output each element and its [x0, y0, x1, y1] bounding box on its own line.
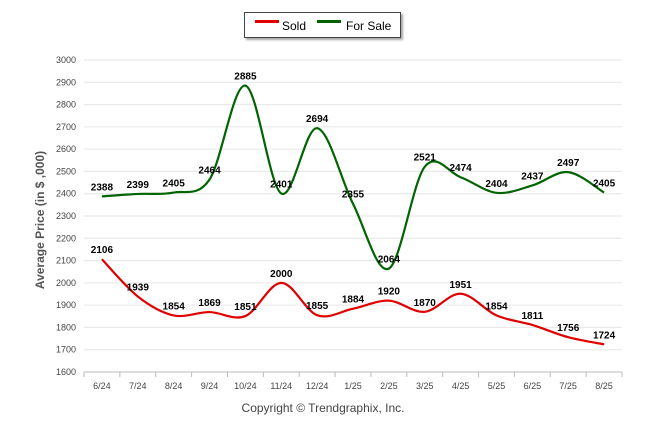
data-label-sold: 1870 [414, 298, 437, 309]
legend-label-sold: Sold [282, 19, 307, 33]
legend: Sold For Sale [244, 12, 401, 38]
data-label-for-sale: 2064 [378, 255, 401, 266]
x-tick-label: 7/25 [559, 381, 577, 391]
x-tick-label: 8/25 [595, 381, 613, 391]
y-tick-label: 3000 [56, 55, 76, 65]
legend-label-for-sale: For Sale [346, 19, 392, 33]
gridlines [84, 59, 622, 373]
data-label-sold: 1851 [234, 302, 257, 313]
series-lines [101, 84, 605, 346]
axes [83, 371, 623, 377]
data-label-sold: 1724 [593, 330, 616, 341]
x-tick-label: 3/25 [416, 381, 434, 391]
x-tick-label: 8/24 [165, 381, 183, 391]
data-label-sold: 2106 [91, 245, 114, 256]
data-label-sold: 1854 [485, 301, 508, 312]
data-label-for-sale: 2437 [521, 171, 544, 182]
data-label-for-sale: 2404 [485, 179, 508, 190]
y-tick-labels: 1600 1700 1800 1900 2000 2100 2200 2300 2400 2500… [56, 55, 76, 377]
legend-swatch-for-sale [317, 20, 341, 23]
x-tick-label: 12/24 [306, 381, 329, 391]
x-tick-label: 9/24 [201, 381, 219, 391]
x-tick-label: 11/24 [270, 381, 292, 391]
y-tick-label: 2500 [56, 166, 76, 176]
x-tick-label: 1/25 [344, 381, 362, 391]
data-label-sold: 2000 [270, 269, 293, 280]
data-label-sold: 1869 [198, 298, 221, 309]
y-tick-label: 1700 [56, 345, 76, 355]
x-tick-label: 2/25 [380, 381, 398, 391]
data-label-for-sale: 2521 [414, 153, 437, 164]
y-tick-label: 2400 [56, 189, 76, 199]
data-label-for-sale: 2694 [306, 114, 329, 125]
y-tick-label: 2300 [56, 211, 76, 221]
x-tick-label: 10/24 [234, 381, 257, 391]
data-label-for-sale: 2355 [342, 190, 365, 201]
data-label-for-sale: 2464 [198, 165, 221, 176]
x-tick-labels: 6/24 7/24 8/24 9/24 10/24 11/24 12/24 1/25 2/25 3… [93, 381, 613, 391]
x-tick-label: 4/25 [452, 381, 470, 391]
data-label-for-sale: 2474 [449, 163, 472, 174]
y-axis-label: Average Price (in $ ,000) [33, 150, 47, 290]
y-tick-label: 1800 [56, 322, 76, 332]
data-label-sold: 1855 [306, 301, 329, 312]
series-line-sold [101, 258, 605, 346]
x-tick-label: 5/25 [488, 381, 506, 391]
y-tick-label: 2000 [56, 278, 76, 288]
data-label-sold: 1756 [557, 323, 580, 334]
data-label-sold: 1811 [521, 311, 543, 322]
data-label-for-sale: 2405 [593, 179, 616, 190]
y-tick-label: 2700 [56, 122, 76, 132]
data-label-sold: 1939 [127, 282, 150, 293]
x-tick-label: 6/24 [93, 381, 111, 391]
data-labels: 2106 1939 1854 1869 1851 2000 1855 1884 1920 1870… [91, 72, 616, 342]
copyright-text: Copyright © Trendgraphix, Inc. [241, 401, 405, 415]
y-tick-label: 2900 [56, 77, 76, 87]
y-tick-label: 1600 [56, 367, 76, 377]
data-label-sold: 1920 [378, 287, 401, 298]
legend-swatch-sold [255, 20, 279, 23]
y-tick-label: 2800 [56, 100, 76, 110]
y-tick-label: 2200 [56, 233, 76, 243]
data-label-for-sale: 2405 [163, 179, 186, 190]
y-tick-label: 2600 [56, 144, 76, 154]
data-label-for-sale: 2399 [127, 180, 150, 191]
data-label-sold: 1854 [163, 301, 186, 312]
series-line-for-sale [101, 84, 605, 271]
x-tick-label: 7/24 [129, 381, 147, 391]
y-tick-label: 2100 [56, 256, 76, 266]
data-label-for-sale: 2401 [270, 179, 293, 190]
data-label-for-sale: 2885 [234, 72, 257, 83]
data-label-for-sale: 2497 [557, 158, 580, 169]
data-label-for-sale: 2388 [91, 182, 114, 193]
x-tick-label: 6/25 [524, 381, 542, 391]
y-tick-label: 1900 [56, 300, 76, 310]
data-label-sold: 1884 [342, 295, 365, 306]
data-label-sold: 1951 [449, 280, 472, 291]
